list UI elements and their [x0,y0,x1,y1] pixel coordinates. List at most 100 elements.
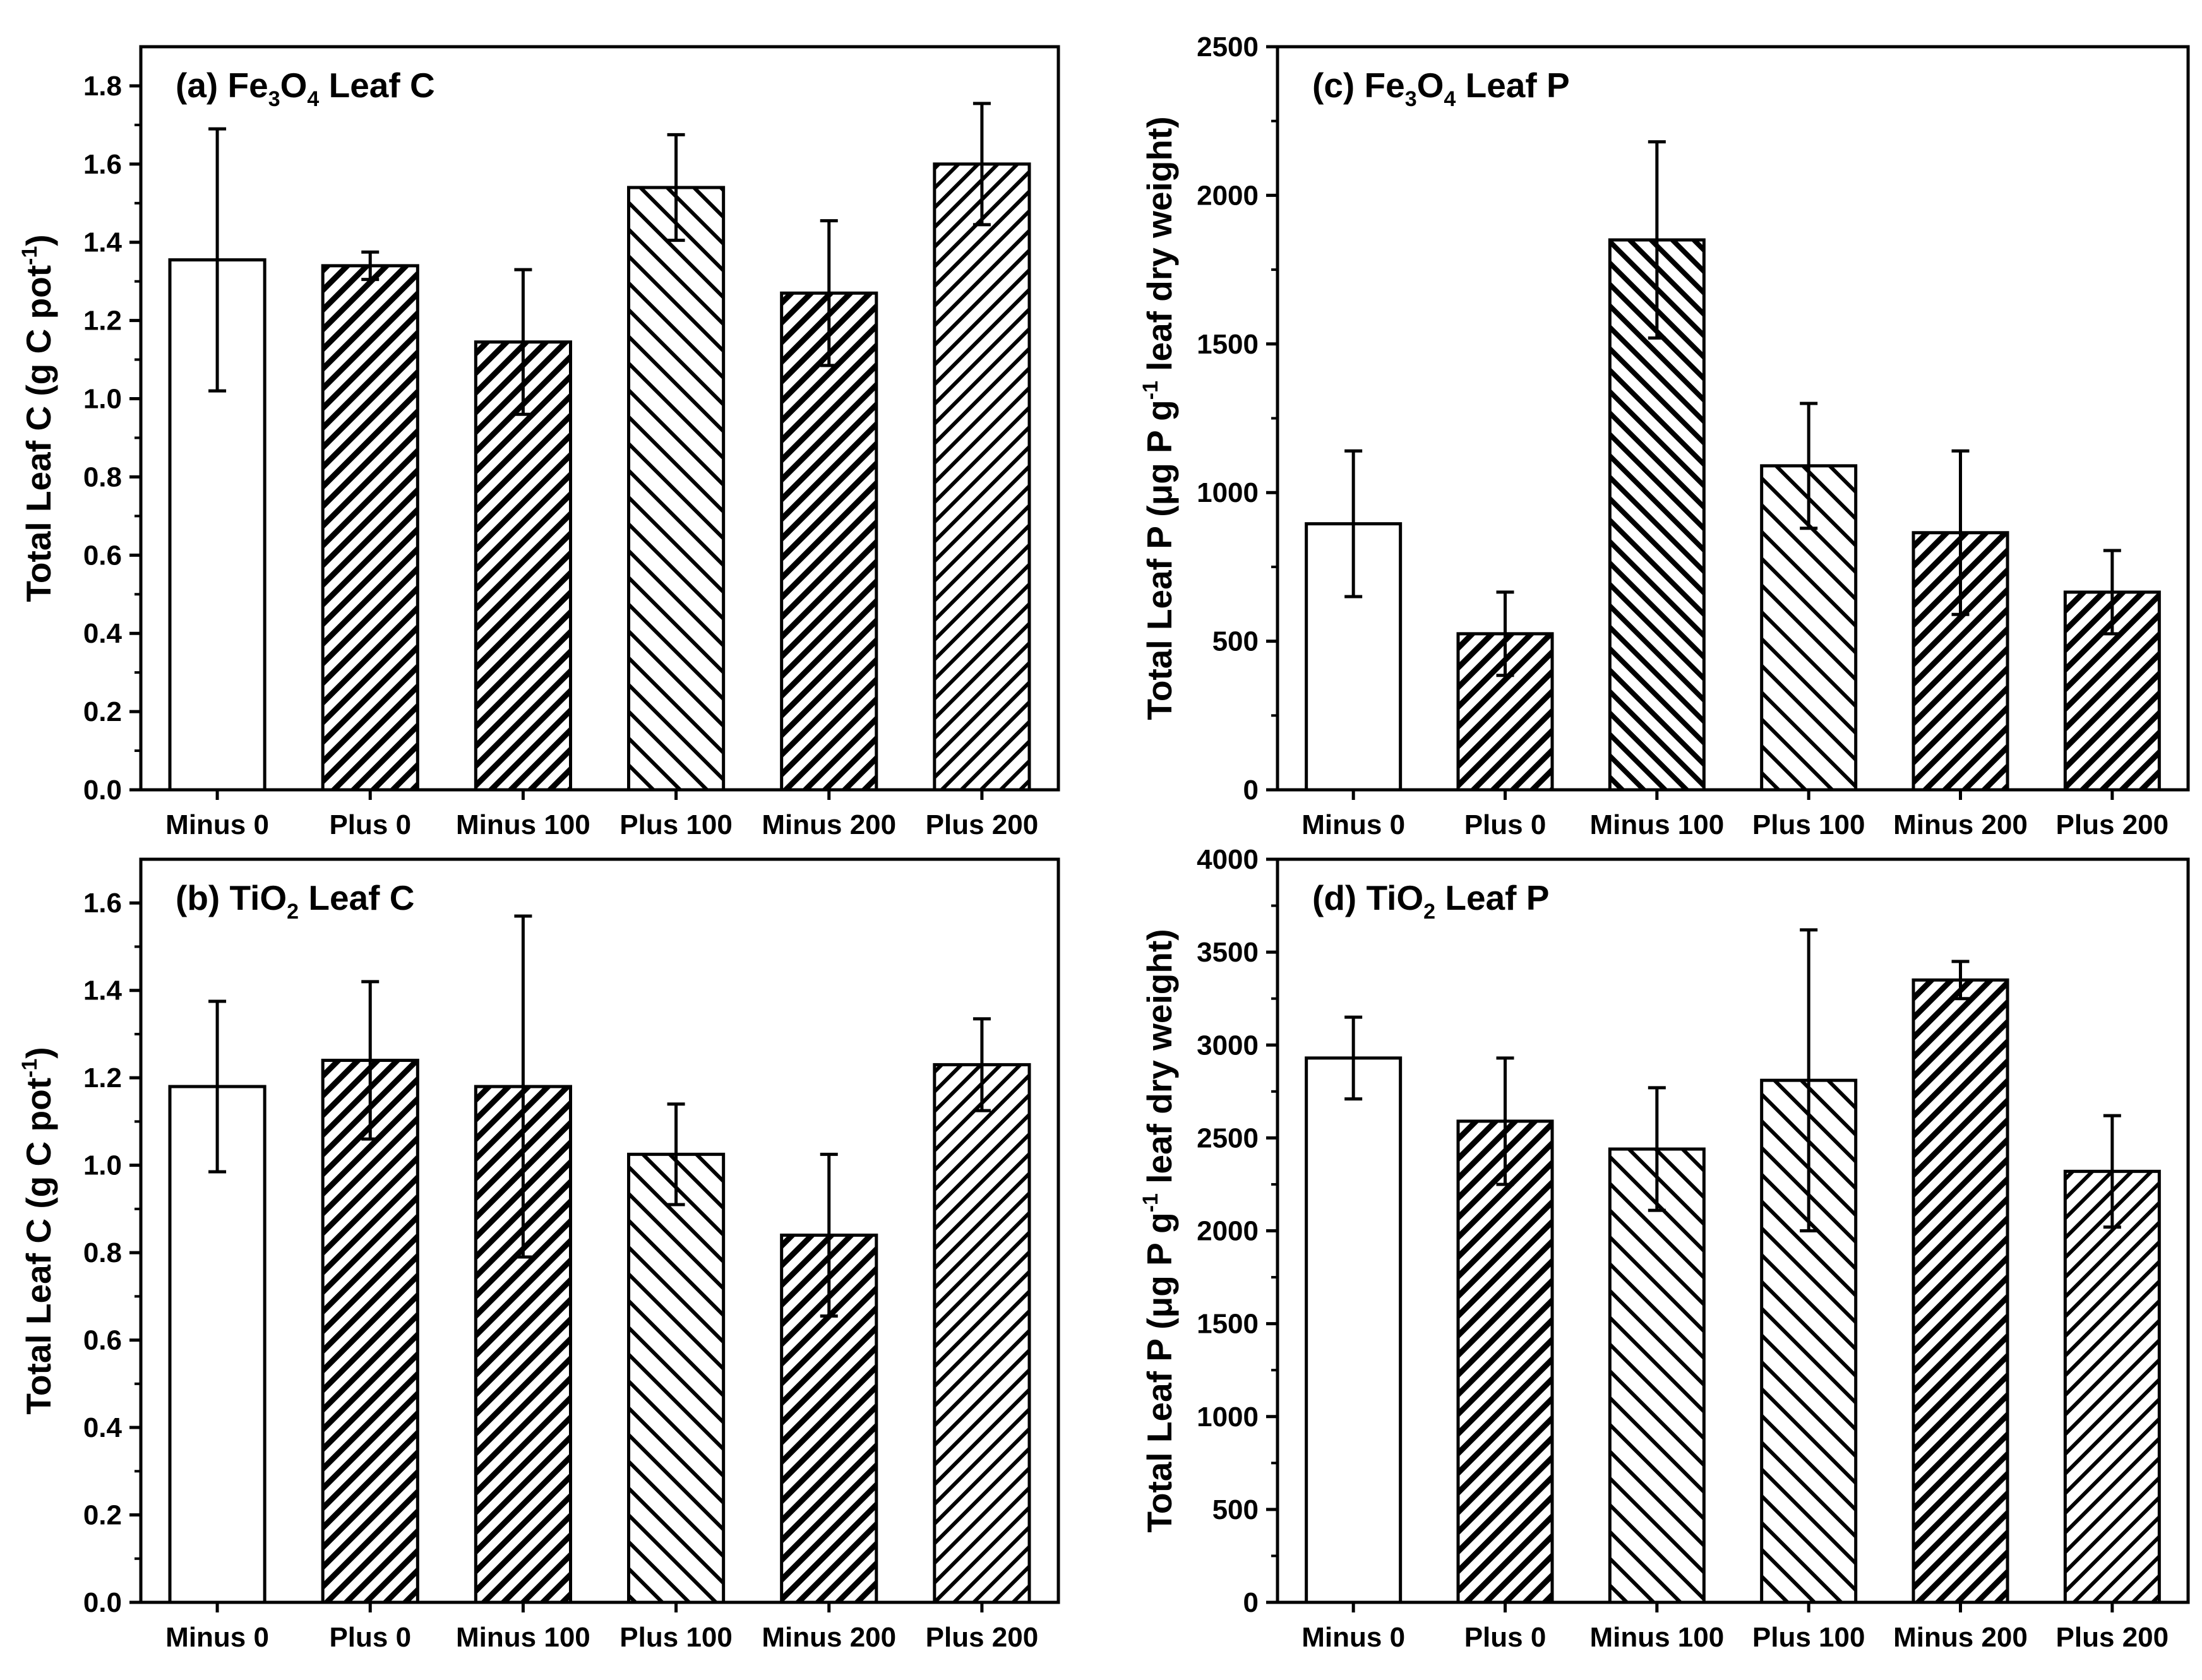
error-bar-d-3 [1800,928,1818,1232]
ylabel-close: leaf dry weight) [1140,116,1179,381]
error-bar-c-1 [1496,590,1514,677]
ytick-label-b-1: 0.2 [83,1500,122,1531]
title-text: (a) Fe [176,66,268,105]
bar-d-0 [1305,1056,1403,1604]
chart-title-a: (a) Fe3​O4​ Leaf C [176,66,435,111]
error-bar-a-3 [667,133,685,242]
error-bar-a-4 [820,219,838,367]
title-subscript: 4 [1444,87,1456,111]
error-bar-d-5 [2103,1114,2121,1229]
title-subscript: 2 [287,900,299,924]
error-bar-d-2 [1648,1086,1666,1212]
ytick-label-d-3: 1500 [1197,1309,1259,1340]
ytick-label-a-6: 1.2 [83,306,122,337]
ytick-label-b-2: 0.4 [83,1412,123,1443]
xtick-label-b-0: Minus 0 [165,1622,269,1653]
xtick-label-a-2: Minus 100 [456,809,590,840]
ylabel-superscript: -1 [1139,1193,1163,1212]
title-text: O [280,66,308,105]
bar-a-5 [933,162,1031,792]
error-bar-c-0 [1344,449,1363,599]
ytick-label-b-7: 1.4 [83,975,123,1006]
ytick-label-b-3: 0.6 [83,1325,122,1356]
xtick-label-b-3: Plus 100 [619,1622,733,1653]
chart-panel-c: 0 500 1000 1500 2000 2500 Minus 0 Plus 0 Minus 1… [1139,32,2190,840]
title-subscript: 3 [268,87,280,111]
error-bar-d-0 [1344,1015,1363,1101]
ytick-label-b-6: 1.2 [83,1063,122,1093]
title-text: (c) Fe [1312,66,1405,105]
y-axis-label-a: Total Leaf C (g C pot-1) [18,234,58,602]
error-bar-b-2 [514,914,532,1259]
ytick-label-a-9: 1.8 [83,71,122,102]
xtick-label-a-3: Plus 100 [619,809,733,840]
bar-c-1 [1456,632,1554,792]
y-axis-label-b: Total Leaf C (g C pot-1) [18,1047,58,1414]
ytick-label-a-3: 0.6 [83,540,122,571]
bar-a-3 [627,186,726,792]
bar-a-1 [321,264,419,792]
bar-b-3 [627,1152,726,1604]
plot-frame-a [139,45,1060,792]
error-bar-b-4 [820,1152,838,1318]
ylabel-close: ) [19,234,58,246]
xtick-label-a-0: Minus 0 [165,809,269,840]
ylabel-text: Total Leaf P (μg P g [1140,400,1179,720]
panels: 0.0 0.2 0.4 0.6 0.8 1.0 1.2 1.4 1.6 1.8 Minus 0 Plu… [18,32,2190,1653]
error-bar-b-5 [972,1017,991,1112]
title-text: Leaf P [1435,878,1549,917]
error-bar-b-0 [208,999,227,1174]
xtick-label-c-4: Minus 200 [1893,809,2028,840]
ylabel-close: ) [19,1047,58,1058]
xtick-label-c-5: Plus 200 [2056,809,2169,840]
title-subscript: 2 [1423,900,1435,924]
error-bar-d-1 [1496,1056,1514,1186]
ylabel-text: Total Leaf C (g C pot [19,1078,58,1415]
title-subscript: 3 [1405,87,1417,111]
error-bar-a-2 [514,268,532,416]
error-bar-b-3 [667,1102,685,1206]
plot-frame-d [1276,857,2190,1604]
bar-d-1 [1456,1119,1554,1604]
chart-panel-d: 0 500 1000 1500 2000 2500 3000 3500 4000 Minus 0 P… [1139,844,2190,1653]
xtick-label-d-2: Minus 100 [1589,1622,1724,1653]
ytick-label-d-8: 4000 [1197,844,1259,875]
bar-a-4 [780,291,878,792]
chart-panel-a: 0.0 0.2 0.4 0.6 0.8 1.0 1.2 1.4 1.6 1.8 Minus 0 Plu… [18,45,1060,840]
ytick-label-c-1: 500 [1212,626,1259,657]
ytick-label-b-0: 0.0 [83,1587,122,1618]
ytick-label-d-6: 3000 [1197,1030,1259,1061]
xtick-label-d-0: Minus 0 [1301,1622,1405,1653]
xtick-label-c-3: Plus 100 [1752,809,1865,840]
title-text: Leaf C [299,878,414,917]
bar-d-2 [1608,1147,1706,1604]
xtick-label-c-0: Minus 0 [1301,809,1405,840]
ytick-label-c-3: 1500 [1197,329,1259,360]
ytick-label-c-5: 2500 [1197,32,1259,63]
xtick-label-a-4: Minus 200 [762,809,896,840]
error-bar-b-1 [361,980,380,1141]
ytick-label-a-2: 0.4 [83,618,123,649]
chart-title-c: (c) Fe3​O4​ Leaf P [1312,66,1570,111]
xtick-label-c-1: Plus 0 [1464,809,1547,840]
title-text: Leaf P [1456,66,1569,105]
title-subscript: 4 [307,87,319,111]
error-bar-a-1 [361,250,380,282]
ytick-label-a-4: 0.8 [83,462,122,492]
ytick-label-b-5: 1.0 [83,1150,122,1181]
ylabel-superscript: -1 [18,246,42,265]
title-text: (d) TiO [1312,878,1423,917]
bar-b-1 [321,1058,419,1604]
ytick-label-a-7: 1.4 [83,227,123,258]
ytick-label-a-0: 0.0 [83,775,122,806]
ylabel-text: Total Leaf P (μg P g [1140,1212,1179,1532]
ylabel-close: leaf dry weight) [1140,929,1179,1193]
y-axis-label-d: Total Leaf P (μg P g-1 leaf dry weight) [1139,929,1179,1532]
ytick-label-d-1: 500 [1212,1494,1259,1525]
plot-frame-b [139,857,1060,1604]
ytick-label-b-8: 1.6 [83,888,122,919]
bar-d-5 [2063,1169,2161,1604]
ytick-label-d-2: 1000 [1197,1402,1259,1433]
error-bar-a-5 [972,102,991,227]
bar-b-5 [933,1063,1031,1604]
